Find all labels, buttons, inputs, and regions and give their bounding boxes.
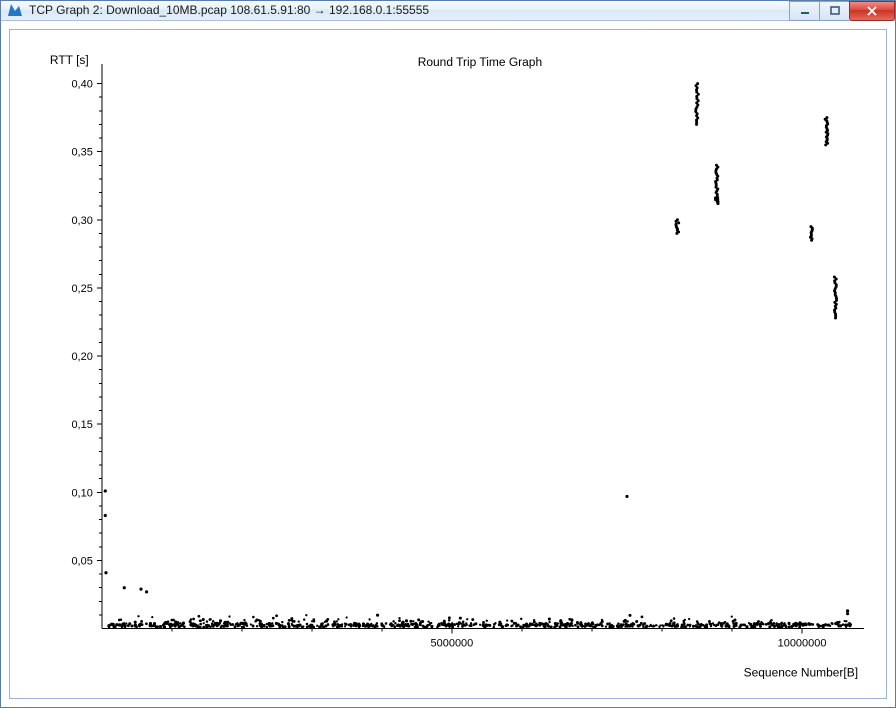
titlebar[interactable]: TCP Graph 2: Download_10MB.pcap 108.61.5… — [1, 1, 895, 21]
rtt-scatter-chart[interactable]: Round Trip Time Graph RTT [s] Sequence Num… — [10, 30, 886, 698]
y-tick-label: 0,10 — [71, 487, 92, 499]
minimize-button[interactable] — [789, 1, 819, 21]
y-tick-label: 0,40 — [71, 78, 92, 90]
app-window: TCP Graph 2: Download_10MB.pcap 108.61.5… — [0, 0, 896, 708]
window-title: TCP Graph 2: Download_10MB.pcap 108.61.5… — [29, 3, 429, 17]
y-axis-label: RTT [s] — [50, 52, 89, 66]
y-tick-label: 0,30 — [71, 214, 92, 226]
y-tick-label: 0,35 — [71, 146, 92, 158]
wireshark-fin-icon — [7, 2, 23, 18]
chart-title: Round Trip Time Graph — [418, 54, 542, 68]
close-button[interactable] — [849, 1, 895, 21]
y-tick-label: 0,20 — [71, 351, 92, 363]
y-tick-label: 0,05 — [71, 555, 92, 567]
window-controls — [789, 1, 895, 21]
y-tick-label: 0,15 — [71, 419, 92, 431]
x-tick-label: 5000000 — [431, 637, 474, 649]
content-area: Round Trip Time Graph RTT [s] Sequence Num… — [1, 21, 895, 707]
y-tick-label: 0,25 — [71, 282, 92, 294]
chart-frame[interactable]: Round Trip Time Graph RTT [s] Sequence Num… — [9, 29, 887, 699]
x-tick-label: 10000000 — [778, 637, 827, 649]
maximize-button[interactable] — [819, 1, 849, 21]
x-axis-label: Sequence Number[B] — [744, 665, 858, 679]
